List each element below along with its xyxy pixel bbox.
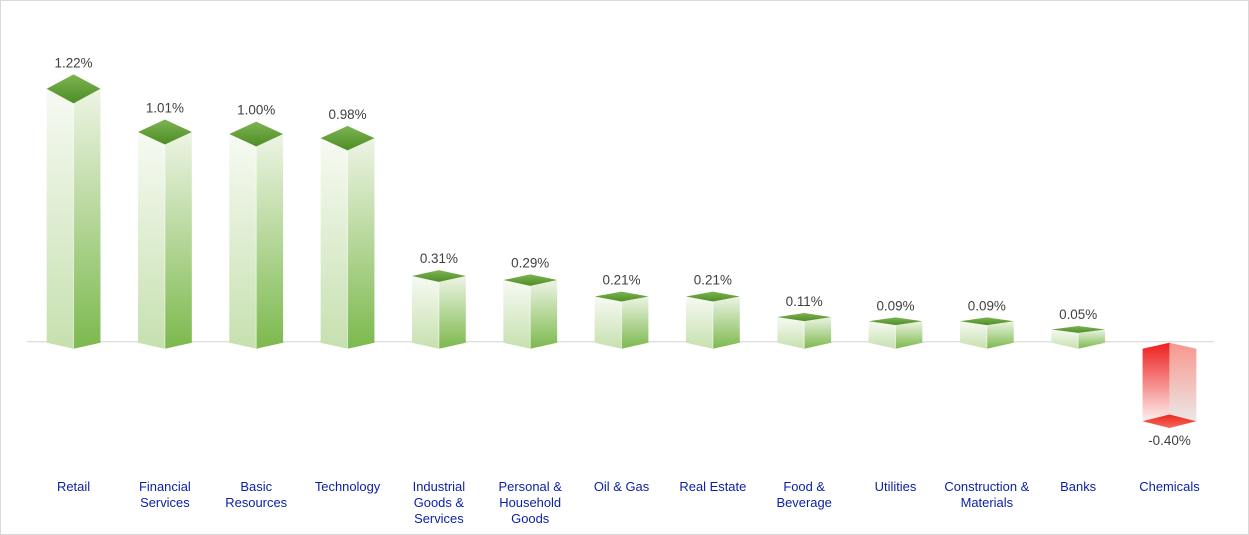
bar-basic-resources xyxy=(229,121,284,349)
bar-left-face xyxy=(594,296,622,349)
category-label-chemicals: Chemicals xyxy=(1139,479,1199,494)
bar-right-face xyxy=(164,132,192,349)
bar-banks xyxy=(1051,325,1106,349)
value-label: 0.98% xyxy=(328,107,366,122)
bar-right-face xyxy=(1078,329,1106,349)
value-label: 0.09% xyxy=(876,298,914,313)
bar-top-face xyxy=(959,317,1014,326)
category-label-oil-gas: Oil & Gas xyxy=(594,479,649,494)
bar-top-face xyxy=(1051,325,1106,333)
bar-right-face xyxy=(1169,342,1197,422)
value-label: 0.21% xyxy=(694,273,732,288)
bar-construction-materials xyxy=(959,317,1014,349)
value-label: 0.09% xyxy=(968,298,1006,313)
bar-left-face xyxy=(685,296,713,349)
bar-real-estate xyxy=(685,291,740,349)
bar-left-face xyxy=(1051,329,1079,349)
category-label-basic-resources: Basic Resources xyxy=(225,479,287,510)
bar-chemicals xyxy=(1142,342,1197,428)
value-label: 0.05% xyxy=(1059,307,1097,322)
bar-right-face xyxy=(895,321,923,349)
value-label: -0.40% xyxy=(1148,433,1191,448)
category-label-food-beverage: Food & Beverage xyxy=(776,479,831,510)
bar-top-face xyxy=(594,291,649,302)
bar-top-face xyxy=(46,74,101,104)
category-label-technology: Technology xyxy=(315,479,381,494)
bar-utilities xyxy=(868,317,923,349)
bar-right-face xyxy=(986,321,1014,349)
bar-retail xyxy=(46,74,101,349)
bar-top-face xyxy=(503,274,558,286)
bar-left-face xyxy=(503,280,531,349)
category-label-personal-household-goods: Personal & Household Goods xyxy=(499,479,563,526)
bar-bottom-face xyxy=(1142,414,1197,428)
bar-top-face xyxy=(229,121,284,147)
bar-right-face xyxy=(621,296,649,349)
bar-left-face xyxy=(411,275,439,349)
bar-technology xyxy=(320,125,375,349)
category-label-utilities: Utilities xyxy=(875,479,917,494)
bar-top-face xyxy=(777,313,832,322)
bar-top-face xyxy=(411,270,466,282)
category-label-real-estate: Real Estate xyxy=(679,479,746,494)
bar-left-face xyxy=(1142,342,1170,422)
bar-left-face xyxy=(320,138,348,349)
bar-food-beverage xyxy=(777,313,832,349)
bar-left-face xyxy=(138,132,165,349)
bar-left-face xyxy=(229,134,257,349)
category-label-financial-services: Financial Services xyxy=(139,479,191,510)
bar-left-face xyxy=(868,321,896,349)
value-label: 0.21% xyxy=(602,273,640,288)
bar-top-face xyxy=(868,317,923,326)
bar-right-face xyxy=(73,88,101,349)
bar-right-face xyxy=(530,280,558,349)
value-label: 0.11% xyxy=(786,294,823,309)
bar-left-face xyxy=(959,321,987,349)
category-label-banks: Banks xyxy=(1060,479,1096,494)
value-label: 1.00% xyxy=(237,103,275,118)
bar-top-face xyxy=(138,119,192,145)
bar-right-face xyxy=(804,317,832,349)
category-label-industrial-goods-services: Industrial Goods & Services xyxy=(413,479,466,526)
category-label-construction-materials: Construction & Materials xyxy=(944,479,1029,510)
bar-right-face xyxy=(712,296,740,349)
bar-personal-household-goods xyxy=(503,274,558,349)
bar-oil-gas xyxy=(594,291,649,349)
bar-financial-services xyxy=(138,119,192,349)
category-label-retail: Retail xyxy=(57,479,90,494)
bar-right-face xyxy=(438,275,466,349)
value-label: 1.01% xyxy=(146,101,184,116)
value-label: 1.22% xyxy=(55,55,93,70)
bar-left-face xyxy=(777,317,805,349)
bar-left-face xyxy=(46,88,74,349)
value-label: 0.29% xyxy=(511,255,549,270)
bar-industrial-goods-services xyxy=(411,270,466,349)
bar-right-face xyxy=(347,138,375,349)
bar-top-face xyxy=(320,125,375,151)
value-label: 0.31% xyxy=(420,251,458,266)
bar-top-face xyxy=(685,291,740,302)
bar-right-face xyxy=(256,134,284,349)
